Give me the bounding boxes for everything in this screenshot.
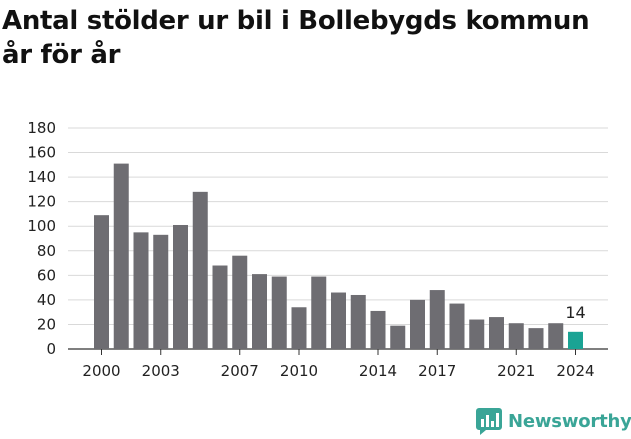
bar-2023 [548, 323, 564, 349]
y-axis-ticks: 0 20 40 60 80 100 120 140 160 180 [27, 119, 56, 358]
x-tick-label: 2014 [359, 362, 397, 380]
bar-2006 [212, 265, 228, 349]
y-tick-label: 180 [27, 119, 56, 137]
bar-2015 [390, 325, 406, 349]
x-tick-label: 2010 [280, 362, 318, 380]
data-label-2024: 14 [565, 303, 585, 322]
newsworthy-logo: Newsworthy [476, 406, 631, 436]
bars [94, 163, 583, 349]
y-tick-label: 160 [27, 144, 56, 162]
bar-2018 [449, 303, 465, 349]
y-tick-label: 20 [37, 315, 56, 333]
y-tick-label: 140 [27, 168, 56, 186]
newsworthy-icon [476, 408, 502, 435]
y-tick-label: 0 [46, 340, 56, 358]
x-tick-label: 2017 [418, 362, 456, 380]
bar-2004 [173, 224, 188, 349]
bar-2010 [291, 307, 307, 349]
y-tick-label: 120 [27, 193, 56, 211]
y-tick-label: 60 [37, 266, 56, 284]
y-tick-label: 40 [37, 291, 56, 309]
x-tick-label: 2007 [221, 362, 259, 380]
x-tick-label: 2024 [556, 362, 594, 380]
bar-2013 [350, 294, 366, 349]
y-tick-label: 100 [27, 217, 56, 235]
bar-2016 [410, 299, 425, 349]
y-tick-label: 80 [37, 242, 56, 260]
bar-2019 [469, 319, 485, 349]
bar-2007 [232, 255, 248, 349]
bar-chart: 0 20 40 60 80 100 120 140 160 180 2000 2003 2007 201… [27, 119, 608, 380]
bar-2021 [508, 323, 524, 349]
bar-2014 [370, 310, 386, 349]
bar-2005 [192, 191, 208, 349]
bar-2011 [311, 276, 327, 349]
data-labels: 14 [565, 303, 585, 322]
bar-2000 [94, 215, 109, 349]
bar-2024 [568, 331, 583, 349]
bar-2003 [153, 234, 169, 349]
bar-2022 [528, 328, 544, 349]
x-axis-ticks: 2000 2003 2007 2010 2014 2017 2021 2024 [82, 349, 595, 380]
bar-2020 [489, 317, 504, 349]
bar-2001 [113, 163, 129, 349]
brand-name: Newsworthy [508, 410, 631, 432]
x-tick-label: 2003 [142, 362, 180, 380]
chart-title: Antal stölder ur bil i Bollebygds kommun… [2, 6, 590, 70]
x-tick-label: 2000 [82, 362, 120, 380]
bar-2002 [133, 232, 149, 349]
bar-2012 [331, 292, 346, 349]
bar-2008 [252, 274, 267, 349]
bar-2009 [271, 276, 287, 349]
bar-2017 [429, 290, 445, 349]
x-tick-label: 2021 [497, 362, 535, 380]
